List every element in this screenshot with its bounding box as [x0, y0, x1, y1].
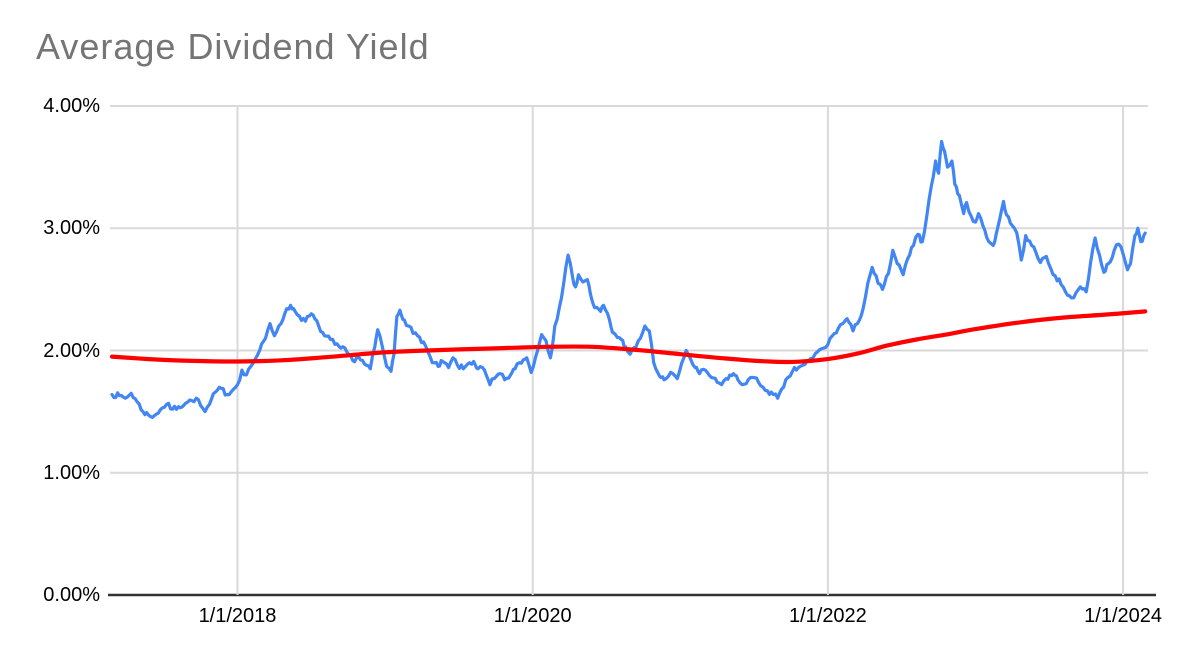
y-axis-tick-label: 2.00%	[43, 339, 100, 362]
y-axis-tick-label: 4.00%	[43, 95, 100, 117]
x-axis-tick-label: 1/1/2020	[493, 605, 572, 627]
y-axis-tick-label: 3.00%	[43, 217, 100, 240]
red-trend-line	[109, 309, 1148, 365]
x-axis-tick-label: 1/1/2024	[1084, 605, 1163, 627]
x-axis-tick-label: 1/1/2018	[198, 605, 277, 627]
chart-title: Average Dividend Yield	[36, 26, 430, 67]
x-axis-tick-label: 1/1/2022	[788, 605, 867, 627]
blue-daily-yield-line	[110, 139, 1147, 419]
y-axis-tick-label: 1.00%	[43, 461, 100, 484]
y-axis-tick-label: 0.00%	[43, 584, 100, 606]
